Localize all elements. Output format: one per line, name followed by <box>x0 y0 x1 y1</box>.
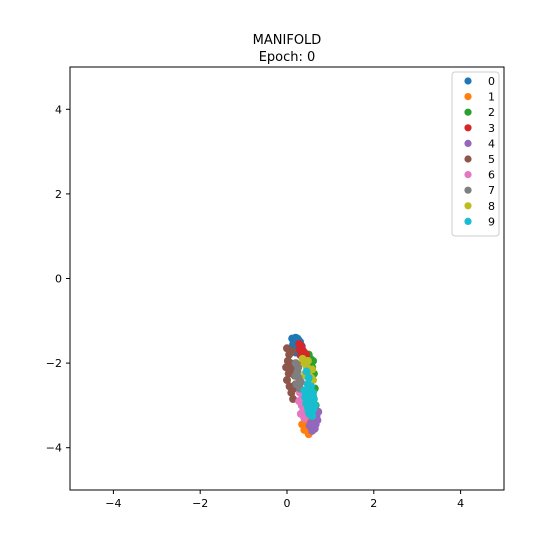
point-class-0-11 <box>289 340 298 349</box>
y-tick-label-0: −4 <box>46 442 62 455</box>
legend-marker-5 <box>464 155 472 163</box>
chart-title-line-1: MANIFOLD <box>253 33 322 48</box>
legend-box <box>451 71 500 237</box>
legend-marker-7 <box>464 186 472 194</box>
legend-label-4: 4 <box>488 137 495 150</box>
x-tick-label-2: 0 <box>284 497 291 510</box>
x-tick-label-4: 4 <box>457 497 464 510</box>
point-class-9-14 <box>300 386 309 395</box>
point-class-9-19 <box>304 407 313 416</box>
point-class-9-15 <box>306 382 315 391</box>
y-tick-label-3: 2 <box>55 188 62 201</box>
legend-marker-9 <box>464 217 472 225</box>
chart-title-line-2: Epoch: 0 <box>259 50 316 65</box>
legend-label-0: 0 <box>488 75 495 88</box>
y-tick-label-2: 0 <box>55 273 62 286</box>
legend-label-1: 1 <box>488 91 495 104</box>
point-class-3-7 <box>296 345 305 354</box>
x-tick-label-1: −2 <box>192 497 208 510</box>
legend-marker-3 <box>464 124 472 132</box>
legend-marker-8 <box>464 202 472 210</box>
legend-marker-0 <box>464 77 472 85</box>
point-class-5-5 <box>283 376 291 385</box>
point-class-4-12 <box>308 426 317 435</box>
y-tick-label-4: 4 <box>55 103 62 116</box>
point-class-5-8 <box>289 395 298 404</box>
points-layer <box>282 333 323 439</box>
legend-marker-1 <box>464 93 472 101</box>
legend-marker-6 <box>464 171 472 179</box>
legend-label-7: 7 <box>488 184 495 197</box>
legend-marker-4 <box>464 139 472 147</box>
point-class-9-12 <box>302 399 311 408</box>
point-class-5-10 <box>288 347 297 356</box>
legend-label-8: 8 <box>488 200 495 213</box>
legend-label-6: 6 <box>488 169 495 182</box>
x-tick-label-3: 2 <box>370 497 377 510</box>
legend-label-3: 3 <box>488 122 495 135</box>
point-class-9-16 <box>309 388 318 397</box>
point-class-9-1 <box>304 373 313 382</box>
ticks-layer: −4 −2 0 2 4 −4 −2 0 2 4 <box>46 103 464 510</box>
legend-label-5: 5 <box>488 153 495 166</box>
point-class-7-6 <box>296 378 305 387</box>
legend-marker-2 <box>464 108 472 116</box>
point-class-7-7 <box>291 371 300 380</box>
point-class-9-0 <box>302 367 311 376</box>
point-class-8-8 <box>303 356 312 365</box>
point-class-7-5 <box>294 363 303 372</box>
point-class-5-14 <box>287 365 296 374</box>
point-class-9-13 <box>309 395 318 404</box>
legend: 0 1 2 3 4 5 6 7 8 9 <box>451 71 500 237</box>
point-class-9-18 <box>310 401 319 410</box>
y-tick-label-1: −2 <box>46 357 62 370</box>
legend-label-9: 9 <box>488 215 495 228</box>
x-tick-label-0: −4 <box>105 497 121 510</box>
point-class-9-17 <box>301 392 310 401</box>
legend-label-2: 2 <box>488 106 495 119</box>
